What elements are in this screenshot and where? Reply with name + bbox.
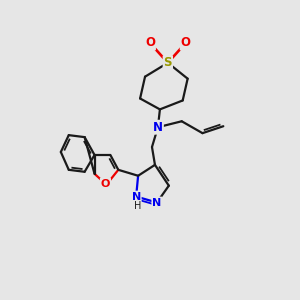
Text: H: H: [134, 202, 142, 212]
Text: S: S: [164, 56, 172, 69]
Text: O: O: [145, 37, 155, 50]
Text: N: N: [131, 192, 141, 202]
Text: O: O: [101, 179, 110, 189]
Text: O: O: [181, 37, 191, 50]
Text: N: N: [152, 197, 162, 208]
Text: N: N: [153, 121, 163, 134]
